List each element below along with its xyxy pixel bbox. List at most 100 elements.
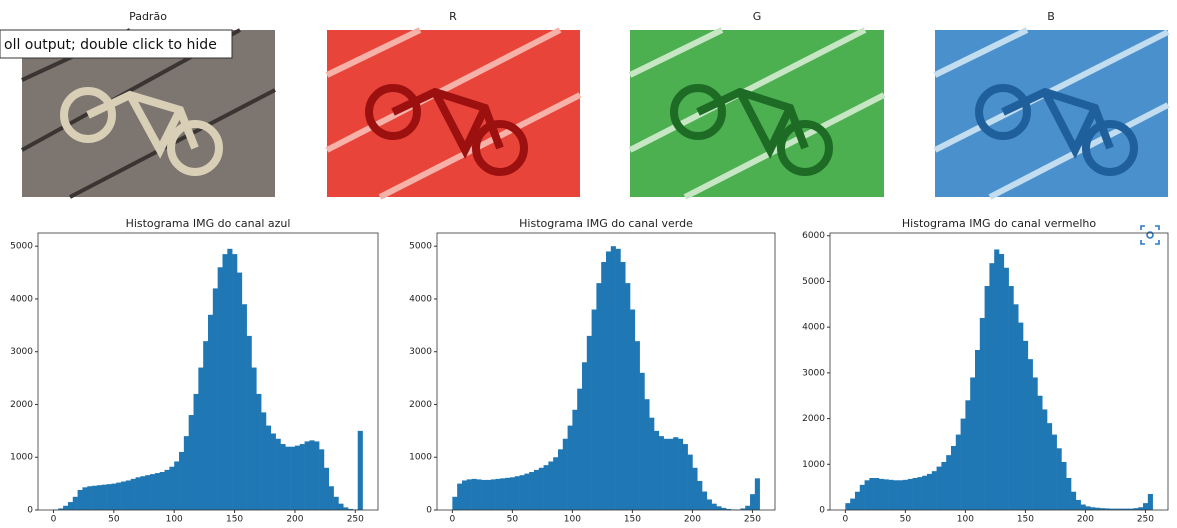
histogram-bar [472, 479, 477, 510]
histogram-bar [893, 480, 898, 510]
x-tick-label: 150 [1017, 515, 1034, 525]
image-title: R [449, 10, 457, 23]
histogram-bar [845, 503, 850, 510]
histogram-bar [855, 492, 860, 510]
histogram-bar [467, 479, 472, 510]
histogram-bar [692, 468, 697, 510]
histogram-bar [1076, 500, 1081, 510]
y-tick-label: 0 [426, 506, 432, 516]
histogram-bar [208, 315, 213, 510]
histogram-bar [1143, 503, 1148, 510]
histogram-bar [285, 447, 290, 510]
histogram-bar [644, 399, 649, 510]
histogram-bar [659, 436, 664, 510]
histogram-bar [486, 480, 491, 510]
y-tick-label: 0 [819, 506, 825, 516]
histogram-bar [256, 394, 261, 510]
histogram-bar [111, 484, 116, 510]
histogram-bar [251, 368, 256, 510]
histogram-bar [1028, 359, 1033, 510]
y-tick-label: 5000 [802, 277, 825, 287]
histogram-bar [203, 341, 208, 510]
histogram-bar [558, 449, 563, 510]
y-tick-label: 1000 [802, 460, 825, 470]
histogram-bar [184, 436, 189, 510]
histogram-bar [620, 262, 625, 510]
histogram-bar [324, 468, 329, 510]
histogram-bar [850, 499, 855, 510]
histogram-bar [1085, 506, 1090, 510]
histogram-bar [136, 477, 141, 510]
histogram-bar [481, 480, 486, 510]
histogram-bar [1071, 492, 1076, 510]
histogram-bar [319, 449, 324, 510]
histogram-bar [1061, 462, 1066, 510]
histogram-bar [1090, 507, 1095, 510]
histogram-bar [314, 441, 319, 510]
histogram-bar [635, 341, 640, 510]
histogram-bar [903, 480, 908, 510]
histogram-bar [985, 286, 990, 510]
histogram-bar [898, 480, 903, 510]
y-tick-label: 3000 [10, 347, 33, 357]
histogram-bar [457, 484, 462, 510]
histogram-bar [755, 478, 760, 510]
histogram-bar [452, 497, 457, 510]
histogram-bar [247, 336, 252, 510]
histogram-bar [82, 487, 87, 510]
histogram-bar [606, 251, 611, 510]
histogram-bar [927, 474, 932, 510]
x-tick-label: 0 [842, 515, 848, 525]
histogram-bar [227, 249, 232, 510]
histogram-bar [155, 473, 160, 510]
histogram-bar [261, 412, 266, 510]
histogram-bar [500, 478, 505, 510]
histogram-bar [640, 373, 645, 510]
histogram-bar [1057, 448, 1062, 510]
x-tick-label: 100 [166, 515, 183, 525]
x-tick-label: 250 [1137, 515, 1154, 525]
histogram-bar [678, 439, 683, 510]
histogram-bar [198, 368, 203, 510]
histogram-bar [1018, 323, 1023, 510]
histogram-bar [989, 263, 994, 510]
histogram-bar [668, 439, 673, 510]
histogram-bar [587, 336, 592, 510]
histogram-bar [169, 467, 174, 510]
histogram-bar [276, 439, 281, 510]
histogram-bar [305, 441, 310, 510]
histogram-bar [539, 468, 544, 510]
histogram-bar [874, 478, 879, 510]
histogram-bar [1013, 304, 1018, 510]
histogram-bar [496, 479, 501, 510]
histogram-bar [553, 457, 558, 510]
histogram-bar [222, 254, 227, 510]
y-tick-label: 4000 [802, 323, 825, 333]
histogram-bar [1066, 478, 1071, 510]
x-tick-label: 100 [957, 515, 974, 525]
x-tick-label: 250 [744, 515, 761, 525]
screenshot-icon[interactable] [1141, 226, 1159, 244]
x-tick-label: 150 [624, 515, 641, 525]
histogram-bar [625, 283, 630, 510]
x-tick-label: 0 [449, 515, 455, 525]
histogram-bar [544, 465, 549, 510]
histogram-bar [68, 502, 73, 510]
histogram-bar [572, 410, 577, 510]
histogram-bar [295, 446, 300, 510]
histogram-bar [174, 461, 179, 510]
image-title: B [1047, 10, 1055, 23]
histogram-bar [107, 484, 112, 510]
histogram-bar [491, 479, 496, 510]
histogram-bar [664, 439, 669, 510]
image-title: Padrão [129, 10, 167, 23]
y-tick-label: 2000 [409, 400, 432, 410]
histogram-bar [63, 506, 68, 510]
histogram-bar [1037, 396, 1042, 510]
histogram-bar [524, 474, 529, 510]
histogram-bar [673, 437, 678, 510]
histogram-bar [548, 461, 553, 510]
histogram-bar [922, 476, 927, 510]
histogram-bar [970, 377, 975, 510]
histogram-bar [592, 310, 597, 510]
